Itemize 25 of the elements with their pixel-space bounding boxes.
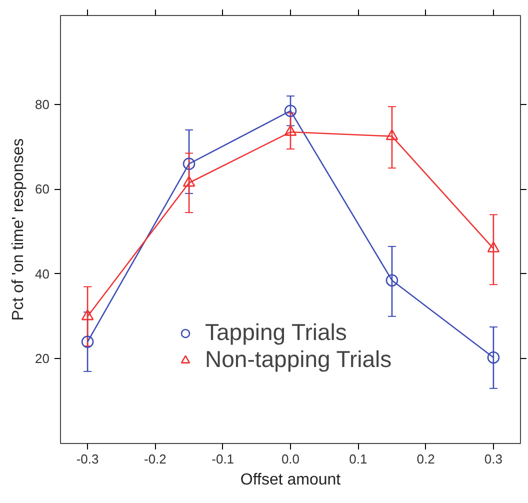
point <box>81 309 94 320</box>
x-tick-label: -0.2 <box>144 452 166 466</box>
y-tick-label: 60 <box>35 182 50 197</box>
legend-label: Non-tapping Trials <box>205 346 392 373</box>
point <box>284 125 297 136</box>
y-tick-label: 20 <box>35 351 50 366</box>
x-tick-label: 0.0 <box>281 452 300 466</box>
point <box>81 336 94 348</box>
x-axis-title: Offset amount <box>240 472 342 488</box>
point <box>182 158 196 170</box>
legend-label: Tapping Trials <box>205 319 347 346</box>
y-tick-label: 80 <box>35 96 50 112</box>
point <box>487 242 500 252</box>
point <box>386 129 398 140</box>
point <box>284 104 297 117</box>
x-tick-label: 0.2 <box>416 452 435 466</box>
point <box>182 176 196 187</box>
point <box>487 351 500 364</box>
y-axis-title: Pct of 'on time' responses <box>10 138 28 321</box>
x-tick-label: 0.1 <box>349 452 368 466</box>
point <box>386 274 398 286</box>
x-tick-label: -0.3 <box>76 452 99 466</box>
x-tick-label: 0.3 <box>484 452 502 466</box>
x-tick-label: -0.1 <box>212 452 234 466</box>
y-tick-label: 40 <box>35 266 50 282</box>
